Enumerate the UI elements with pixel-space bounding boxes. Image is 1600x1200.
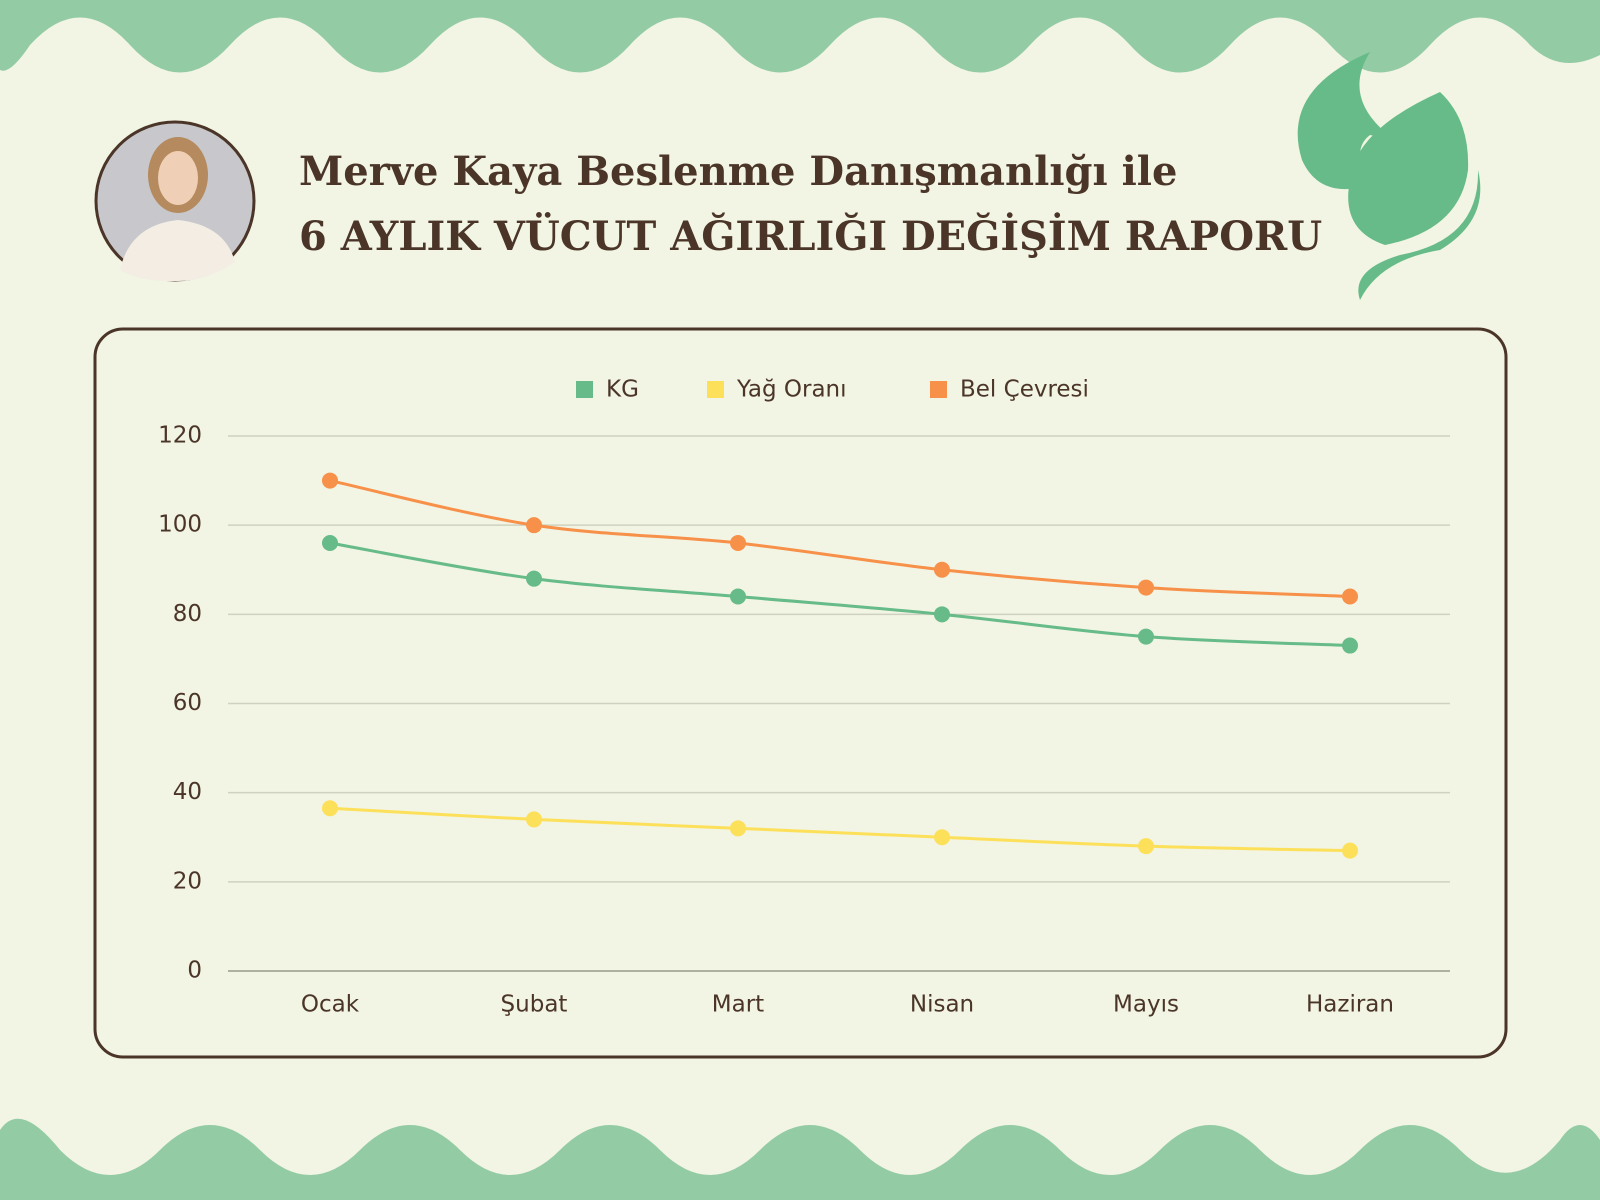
data-point — [730, 588, 746, 605]
data-point — [934, 561, 950, 578]
y-tick-label: 100 — [158, 512, 202, 538]
data-point — [526, 811, 542, 828]
leaf-logo — [1297, 52, 1481, 300]
title: Merve Kaya Beslenme Danışmanlığı ile — [299, 148, 1177, 195]
x-tick-label: Nisan — [910, 992, 974, 1018]
bottom-wave — [0, 1118, 1600, 1200]
data-point — [730, 820, 746, 837]
legend-swatch — [576, 381, 593, 398]
data-point — [526, 570, 542, 587]
data-point — [1138, 838, 1154, 855]
y-tick-label: 80 — [173, 601, 202, 627]
x-tick-label: Mayıs — [1113, 992, 1179, 1018]
legend-label: Yağ Oranı — [736, 377, 847, 403]
legend-label: Bel Çevresi — [960, 377, 1089, 403]
chart-frame — [93, 327, 1508, 1059]
data-point — [322, 535, 338, 551]
avatar — [94, 120, 256, 282]
data-point — [1138, 579, 1154, 596]
y-tick-label: 40 — [173, 779, 202, 805]
data-point — [526, 517, 542, 534]
x-tick-label: Şubat — [501, 992, 568, 1018]
data-point — [934, 829, 950, 846]
data-point — [730, 535, 746, 551]
legend-swatch — [930, 381, 947, 398]
data-point — [322, 800, 338, 817]
data-point — [322, 472, 338, 489]
series-line — [329, 479, 1351, 598]
series-line — [329, 541, 1351, 648]
subtitle: 6 AYLIK VÜCUT AĞIRLIĞI DEĞİŞİM RAPORU — [299, 213, 1322, 260]
x-tick-label: Ocak — [301, 992, 360, 1018]
data-point — [1342, 842, 1358, 859]
x-tick-label: Mart — [712, 992, 764, 1018]
series-line — [329, 806, 1351, 853]
data-point — [934, 606, 950, 623]
y-tick-label: 60 — [173, 690, 202, 716]
data-point — [1342, 637, 1358, 654]
data-point — [1138, 628, 1154, 645]
y-tick-label: 0 — [187, 958, 202, 984]
legend-swatch — [707, 381, 724, 398]
legend-label: KG — [606, 377, 639, 403]
y-tick-label: 120 — [158, 423, 202, 449]
data-point — [1342, 588, 1358, 605]
x-tick-label: Haziran — [1306, 992, 1394, 1018]
top-wave — [0, 0, 1600, 73]
y-tick-label: 20 — [173, 868, 202, 894]
